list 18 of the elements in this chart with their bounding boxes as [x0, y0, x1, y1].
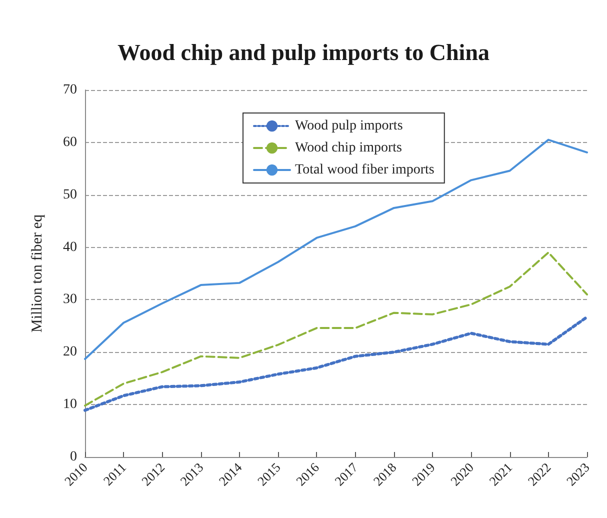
y-tick-label: 20 — [63, 344, 77, 360]
line-series — [84, 138, 588, 360]
legend-label: Wood chip imports — [295, 140, 402, 156]
x-tick-label: 2021 — [486, 460, 516, 489]
x-tick-label: 2011 — [100, 460, 129, 488]
y-tick-label: 50 — [63, 187, 77, 202]
line-series — [84, 252, 588, 407]
chart-title: Wood chip and pulp imports to China — [118, 40, 490, 65]
y-tick-label: 40 — [63, 240, 77, 255]
legend-label: Wood pulp imports — [295, 118, 403, 134]
legend-label: Total wood fiber imports — [295, 162, 434, 178]
y-axis-title: Million ton fiber eq — [30, 214, 46, 332]
y-tick-label: 60 — [63, 134, 77, 150]
y-tick-label: 10 — [63, 397, 77, 412]
y-tick-label: 0 — [70, 450, 77, 464]
line-series — [84, 316, 588, 412]
y-tick-label: 70 — [63, 82, 77, 98]
y-tick-label: 30 — [63, 292, 77, 308]
